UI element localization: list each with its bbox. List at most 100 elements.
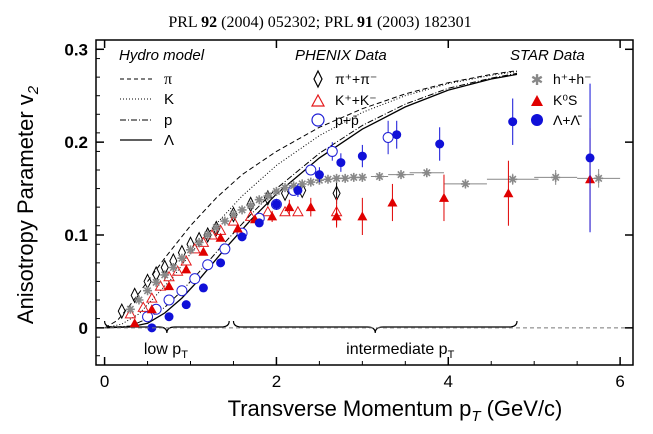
data-point	[508, 117, 518, 127]
data-point	[176, 285, 188, 297]
region-label: low pT	[144, 341, 188, 361]
data-point	[438, 192, 449, 202]
data-point	[181, 300, 191, 310]
data-point	[129, 318, 140, 328]
data-point	[164, 312, 174, 322]
data-point	[332, 173, 342, 183]
data-point	[203, 230, 213, 240]
data-point	[263, 191, 273, 201]
citation-title: PRL 92 (2004) 052302; PRL 91 (2003) 1823…	[168, 14, 471, 31]
data-point	[271, 186, 281, 196]
data-point	[292, 205, 304, 217]
data-point	[168, 263, 178, 272]
legend-hydro-pi-label: π	[164, 71, 172, 88]
data-point	[551, 172, 561, 182]
data-point	[137, 301, 150, 312]
data-point	[267, 211, 278, 221]
legend-star-k0s-marker	[531, 95, 543, 106]
data-point	[189, 273, 201, 285]
plot-frame	[95, 39, 634, 366]
data-point	[125, 304, 135, 314]
hydro-curve-dashdot	[104, 72, 518, 329]
data-point	[254, 218, 264, 228]
x-tick-label: 2	[272, 372, 281, 391]
data-point	[177, 253, 187, 263]
data-point	[261, 205, 274, 217]
data-point	[331, 211, 342, 221]
data-point	[194, 237, 204, 247]
data-point	[279, 205, 291, 217]
legend-hydro-p-label: p	[164, 112, 172, 129]
series-group	[125, 168, 621, 314]
data-point	[326, 145, 338, 157]
legend-hydro-k-label: K	[164, 91, 174, 108]
series-group	[129, 128, 596, 328]
citation-prefix: PRL	[168, 14, 201, 31]
series-group	[147, 83, 595, 333]
region-bracket	[232, 320, 518, 334]
hydro-curve-dotted	[104, 71, 518, 329]
region-brackets: low pT intermediate pT	[103, 320, 518, 361]
data-point	[396, 170, 406, 180]
data-point	[134, 295, 144, 305]
data-point	[171, 265, 184, 276]
series-group	[142, 120, 394, 323]
data-points	[117, 83, 621, 333]
region-bracket	[103, 320, 230, 334]
data-point	[220, 216, 230, 226]
data-point	[154, 280, 167, 291]
legend-star-title: STAR Data	[510, 47, 585, 64]
citation-volume-1: 92	[201, 14, 217, 31]
data-point	[585, 153, 595, 163]
data-point	[130, 287, 139, 304]
data-point	[305, 164, 317, 176]
legend-phenix-p-marker	[311, 113, 325, 127]
y-tick-label: 0	[79, 319, 88, 338]
data-point	[503, 188, 514, 198]
data-point	[163, 294, 175, 306]
y-axis-label-sub: 2	[25, 85, 42, 95]
legend-phenix-pi-label: π⁺+π⁻	[335, 71, 377, 87]
data-point	[336, 158, 346, 168]
x-axis-label-units: (GeV/c)	[480, 396, 562, 421]
x-tick-label: 0	[100, 372, 109, 391]
legend-star-lambda-label: Λ+Λ̄	[553, 112, 582, 128]
legend-star-k0s-label: K⁰S	[553, 92, 577, 108]
data-point	[237, 205, 247, 215]
data-point	[143, 286, 153, 296]
data-point	[460, 179, 470, 189]
data-point	[435, 139, 445, 149]
legend-star-h-marker: ✱	[531, 72, 544, 89]
legend-star-lambda-marker	[531, 114, 543, 126]
data-point	[357, 151, 367, 161]
data-point	[216, 258, 226, 268]
data-point	[228, 210, 238, 220]
data-point	[271, 199, 281, 209]
data-point	[117, 303, 126, 320]
data-point	[246, 200, 256, 210]
x-axis-label-main: Transverse Momentum p	[228, 396, 472, 421]
data-point	[306, 177, 316, 187]
y-tick-label: 0.1	[64, 226, 88, 245]
y-tick-label: 0.3	[64, 40, 88, 59]
citation-volume-2: 91	[357, 14, 373, 31]
data-point	[146, 304, 157, 314]
x-tick-label: 4	[444, 372, 453, 391]
data-point	[202, 259, 214, 271]
legend-star-h-label: h⁺+h⁻	[553, 71, 592, 87]
data-point	[293, 185, 303, 195]
data-point	[392, 130, 402, 140]
data-point	[211, 223, 221, 233]
data-point	[340, 173, 350, 183]
data-point	[349, 172, 359, 182]
data-point	[314, 170, 324, 180]
data-point	[151, 277, 161, 287]
citation-middle: (2004) 052302; PRL	[217, 14, 357, 31]
data-point	[297, 179, 307, 189]
data-point	[219, 243, 231, 255]
data-point	[227, 215, 240, 226]
legend: Hydro model PHENIX Data STAR Data π K p …	[119, 47, 592, 149]
data-point	[215, 232, 226, 242]
data-point	[198, 283, 208, 293]
citation-suffix: (2003) 182301	[373, 14, 472, 31]
